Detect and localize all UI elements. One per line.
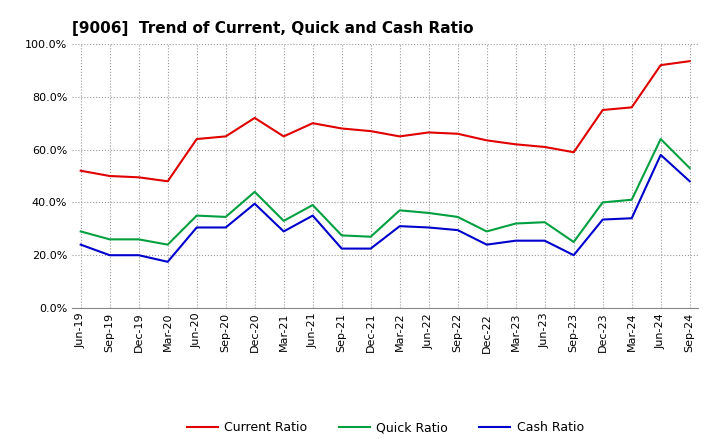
Quick Ratio xyxy=(221,214,230,220)
Current Ratio xyxy=(279,134,288,139)
Cash Ratio xyxy=(424,225,433,230)
Quick Ratio xyxy=(685,165,694,171)
Line: Current Ratio: Current Ratio xyxy=(81,61,690,181)
Quick Ratio xyxy=(454,214,462,220)
Quick Ratio xyxy=(76,229,85,234)
Cash Ratio xyxy=(338,246,346,251)
Quick Ratio xyxy=(627,197,636,202)
Quick Ratio xyxy=(366,234,375,239)
Current Ratio xyxy=(657,62,665,68)
Current Ratio xyxy=(570,150,578,155)
Cash Ratio xyxy=(135,253,143,258)
Quick Ratio xyxy=(251,189,259,194)
Cash Ratio xyxy=(366,246,375,251)
Current Ratio xyxy=(338,126,346,131)
Cash Ratio xyxy=(657,152,665,158)
Quick Ratio xyxy=(135,237,143,242)
Current Ratio xyxy=(251,115,259,121)
Cash Ratio xyxy=(192,225,201,230)
Cash Ratio xyxy=(395,224,404,229)
Cash Ratio xyxy=(482,242,491,247)
Cash Ratio xyxy=(685,179,694,184)
Current Ratio xyxy=(511,142,520,147)
Quick Ratio xyxy=(598,200,607,205)
Quick Ratio xyxy=(192,213,201,218)
Quick Ratio xyxy=(541,220,549,225)
Current Ratio xyxy=(135,175,143,180)
Cash Ratio xyxy=(627,216,636,221)
Line: Cash Ratio: Cash Ratio xyxy=(81,155,690,262)
Cash Ratio xyxy=(308,213,317,218)
Current Ratio xyxy=(541,144,549,150)
Current Ratio xyxy=(482,138,491,143)
Current Ratio xyxy=(424,130,433,135)
Cash Ratio xyxy=(541,238,549,243)
Current Ratio xyxy=(598,107,607,113)
Current Ratio xyxy=(685,59,694,64)
Current Ratio xyxy=(366,128,375,134)
Current Ratio xyxy=(454,131,462,136)
Quick Ratio xyxy=(163,242,172,247)
Cash Ratio xyxy=(454,227,462,233)
Current Ratio xyxy=(308,121,317,126)
Quick Ratio xyxy=(395,208,404,213)
Cash Ratio xyxy=(251,201,259,206)
Quick Ratio xyxy=(570,239,578,245)
Line: Quick Ratio: Quick Ratio xyxy=(81,139,690,245)
Cash Ratio xyxy=(598,217,607,222)
Current Ratio xyxy=(163,179,172,184)
Quick Ratio xyxy=(511,221,520,226)
Cash Ratio xyxy=(570,253,578,258)
Current Ratio xyxy=(192,136,201,142)
Cash Ratio xyxy=(105,253,114,258)
Cash Ratio xyxy=(221,225,230,230)
Cash Ratio xyxy=(511,238,520,243)
Quick Ratio xyxy=(308,202,317,208)
Quick Ratio xyxy=(482,229,491,234)
Legend: Current Ratio, Quick Ratio, Cash Ratio: Current Ratio, Quick Ratio, Cash Ratio xyxy=(181,416,589,439)
Current Ratio xyxy=(76,168,85,173)
Cash Ratio xyxy=(163,259,172,264)
Cash Ratio xyxy=(76,242,85,247)
Quick Ratio xyxy=(279,218,288,224)
Current Ratio xyxy=(221,134,230,139)
Current Ratio xyxy=(395,134,404,139)
Quick Ratio xyxy=(424,210,433,216)
Current Ratio xyxy=(105,173,114,179)
Text: [9006]  Trend of Current, Quick and Cash Ratio: [9006] Trend of Current, Quick and Cash … xyxy=(72,21,474,36)
Quick Ratio xyxy=(338,233,346,238)
Quick Ratio xyxy=(105,237,114,242)
Cash Ratio xyxy=(279,229,288,234)
Current Ratio xyxy=(627,105,636,110)
Quick Ratio xyxy=(657,136,665,142)
